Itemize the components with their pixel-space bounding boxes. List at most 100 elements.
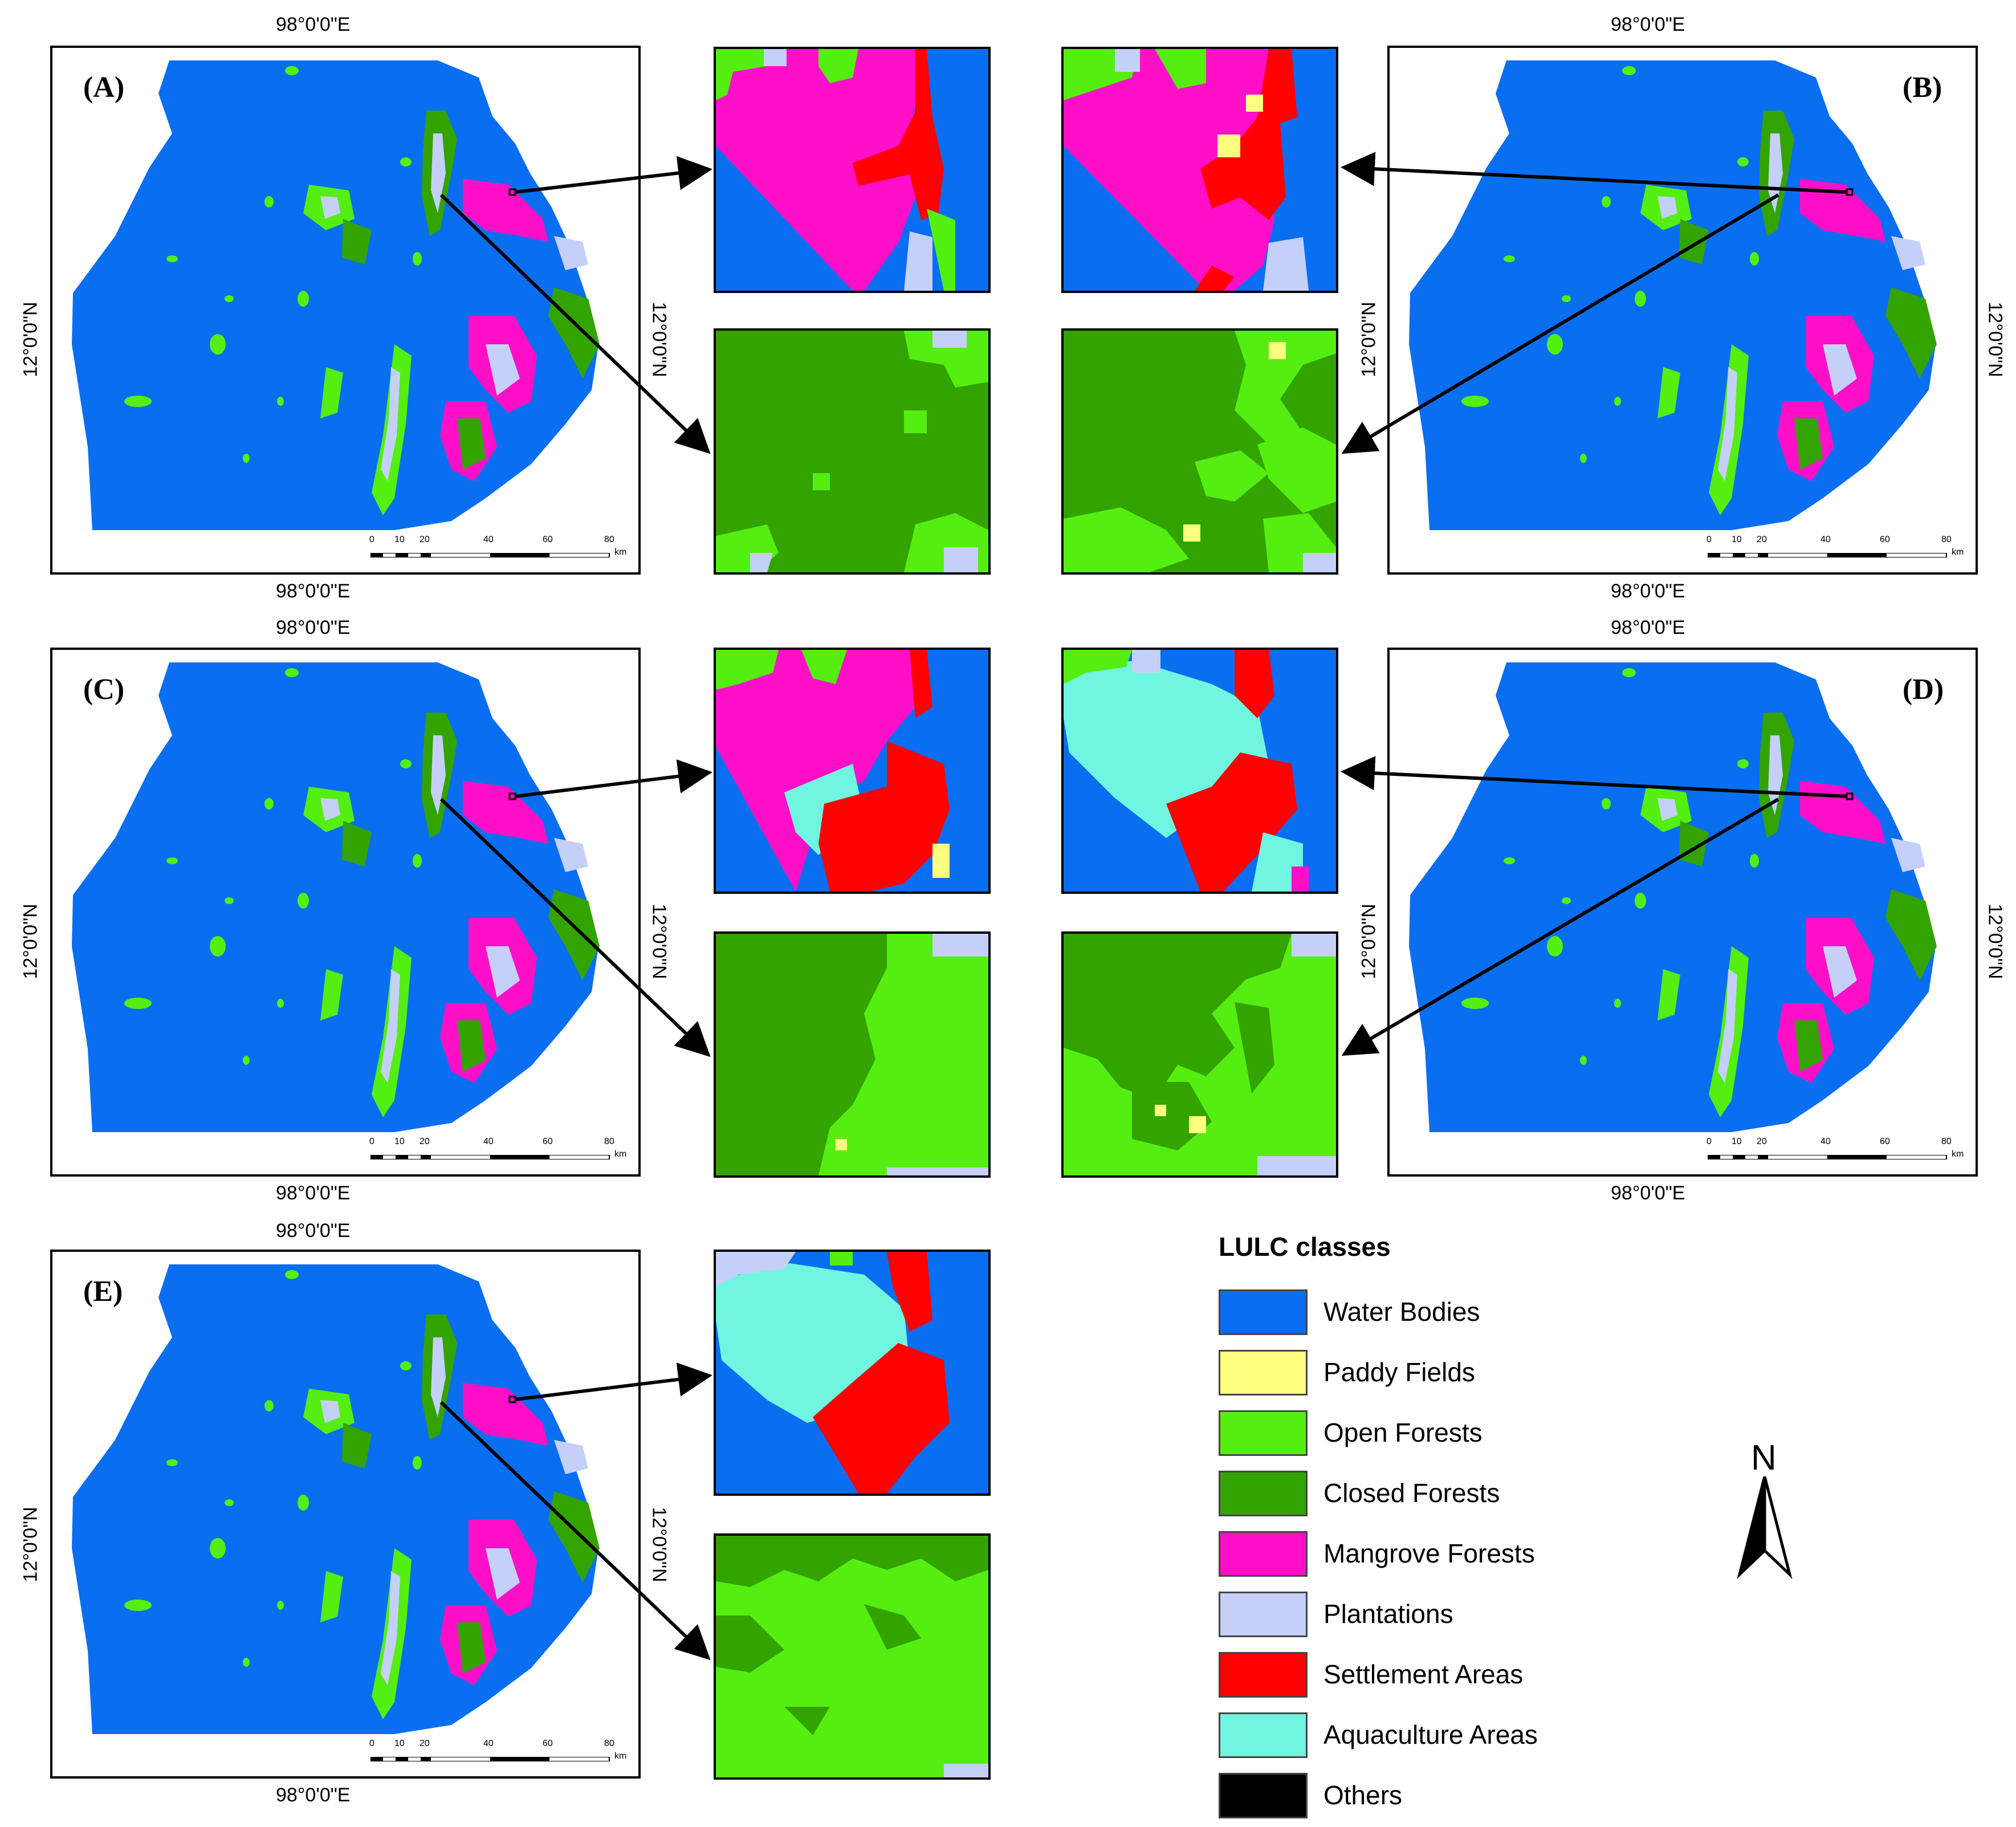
inset-d-upper: [1061, 648, 1338, 894]
legend-label: Water Bodies: [1323, 1297, 1480, 1326]
legend-swatch: [1219, 1652, 1308, 1698]
legend-swatch: [1219, 1410, 1308, 1456]
panel-b-top-coord: 98°0'0"E: [1611, 14, 1685, 35]
scale-tick-label: 20: [1757, 535, 1767, 544]
north-arrow-icon: [1737, 1476, 1793, 1579]
scale-tick-label: 40: [1820, 1137, 1831, 1146]
scale-tick-label: 60: [1880, 535, 1890, 544]
scale-tick-label: 40: [483, 1137, 494, 1146]
panel-e-bottom-coord: 98°0'0"E: [276, 1784, 351, 1806]
scale-tick-label: 60: [1880, 1137, 1890, 1146]
map-e-svg: [52, 1252, 638, 1776]
panel-e-label: (E): [83, 1275, 123, 1308]
panel-c-bottom-coord: 98°0'0"E: [276, 1182, 351, 1204]
panel-e-left-coord: 12°0'0"N: [19, 1507, 42, 1582]
scale-tick-label: 10: [394, 1137, 405, 1146]
north-arrow: N: [1730, 1438, 1799, 1586]
scale-tick-label: 40: [483, 1739, 494, 1748]
map-panel-c: (C): [50, 648, 641, 1177]
map-panel-a: (A): [50, 46, 641, 575]
panel-d-label: (D): [1903, 673, 1944, 706]
scale-unit-label: km: [1952, 547, 1964, 557]
panel-b-label: (B): [1903, 71, 1942, 104]
scale-tick-label: 80: [604, 535, 614, 544]
inset-e-upper: [714, 1250, 991, 1496]
legend-label: Plantations: [1323, 1599, 1453, 1629]
scale-tick-label: 0: [369, 1137, 374, 1146]
scale-tick-label: 0: [1707, 535, 1712, 544]
legend-swatch: [1219, 1592, 1308, 1637]
scale-unit-label: km: [614, 547, 627, 557]
panel-c-label: (C): [83, 673, 125, 706]
panel-e-right-coord: 12°0'0"N: [648, 1507, 670, 1582]
legend-title: LULC classes: [1219, 1232, 1391, 1262]
legend-swatch: [1219, 1289, 1308, 1335]
legend-label: Settlement Areas: [1323, 1659, 1524, 1689]
scale-unit-label: km: [614, 1751, 627, 1761]
map-c-svg: [52, 650, 638, 1174]
panel-a-left-coord: 12°0'0"N: [19, 302, 42, 377]
panel-b-bottom-coord: 98°0'0"E: [1611, 580, 1685, 602]
panel-d-right-coord: 12°0'0"N: [1984, 904, 2006, 979]
inset-a-upper: [714, 47, 991, 293]
inset-c-upper: [714, 648, 991, 894]
scale-tick-label: 20: [420, 1137, 430, 1146]
legend-swatch: [1219, 1712, 1308, 1758]
legend-label: Mangrove Forests: [1323, 1539, 1535, 1568]
scale-tick-label: 80: [1941, 535, 1952, 544]
scale-tick-label: 80: [604, 1137, 614, 1146]
scale-unit-label: km: [614, 1149, 627, 1159]
legend-label: Open Forests: [1323, 1418, 1483, 1447]
panel-a-top-coord: 98°0'0"E: [276, 14, 351, 35]
scale-tick-label: 10: [1732, 1137, 1742, 1146]
map-a-svg: [52, 48, 638, 572]
legend-swatch: [1219, 1471, 1308, 1516]
map-d-svg: [1390, 650, 1976, 1174]
map-panel-e: (E): [50, 1250, 641, 1779]
inset-a-lower: [714, 328, 991, 575]
panel-c-right-coord: 12°0'0"N: [648, 904, 670, 979]
scale-tick-label: 80: [1941, 1137, 1952, 1146]
panel-a-bottom-coord: 98°0'0"E: [276, 580, 351, 602]
inset-d-lower: [1061, 931, 1338, 1178]
legend-swatch: [1219, 1531, 1308, 1577]
scale-tick-label: 10: [1732, 535, 1742, 544]
panel-d-top-coord: 98°0'0"E: [1611, 617, 1685, 638]
legend-label: Paddy Fields: [1323, 1357, 1475, 1387]
panel-e-top-coord: 98°0'0"E: [276, 1220, 351, 1242]
scale-tick-label: 40: [1820, 535, 1831, 544]
panel-d-bottom-coord: 98°0'0"E: [1611, 1182, 1685, 1204]
inset-b-upper: [1061, 47, 1338, 293]
scale-tick-label: 10: [394, 1739, 405, 1748]
legend-swatch: [1219, 1773, 1308, 1818]
panel-c-left-coord: 12°0'0"N: [19, 904, 42, 979]
map-b-svg: [1390, 48, 1976, 572]
scale-tick-label: 0: [369, 1739, 374, 1748]
scale-tick-label: 60: [543, 535, 553, 544]
scale-tick-label: 60: [543, 1739, 553, 1748]
scale-tick-label: 60: [543, 1137, 553, 1146]
panel-c-top-coord: 98°0'0"E: [276, 617, 351, 638]
legend-label: Closed Forests: [1323, 1478, 1500, 1508]
scale-tick-label: 20: [1757, 1137, 1767, 1146]
north-letter: N: [1751, 1438, 1777, 1478]
legend-label: Others: [1323, 1780, 1403, 1810]
scale-unit-label: km: [1952, 1149, 1964, 1159]
inset-e-lower: [714, 1533, 991, 1780]
panel-b-right-coord: 12°0'0"N: [1984, 302, 2006, 377]
panel-a-label: (A): [83, 71, 125, 104]
panel-d-left-coord: 12°0'0"N: [1358, 904, 1380, 979]
scale-tick-label: 20: [420, 1739, 430, 1748]
inset-c-lower: [714, 931, 991, 1178]
legend-swatch: [1219, 1350, 1308, 1395]
panel-a-right-coord: 12°0'0"N: [648, 302, 670, 377]
scale-tick-label: 10: [394, 535, 405, 544]
scale-tick-label: 40: [483, 535, 494, 544]
scale-tick-label: 80: [604, 1739, 614, 1748]
panel-b-left-coord: 12°0'0"N: [1358, 302, 1380, 377]
legend-label: Aquaculture Areas: [1323, 1720, 1538, 1749]
scale-tick-label: 0: [369, 535, 374, 544]
map-panel-b: (B): [1387, 46, 1978, 575]
scale-tick-label: 0: [1707, 1137, 1712, 1146]
scale-tick-label: 20: [420, 535, 430, 544]
